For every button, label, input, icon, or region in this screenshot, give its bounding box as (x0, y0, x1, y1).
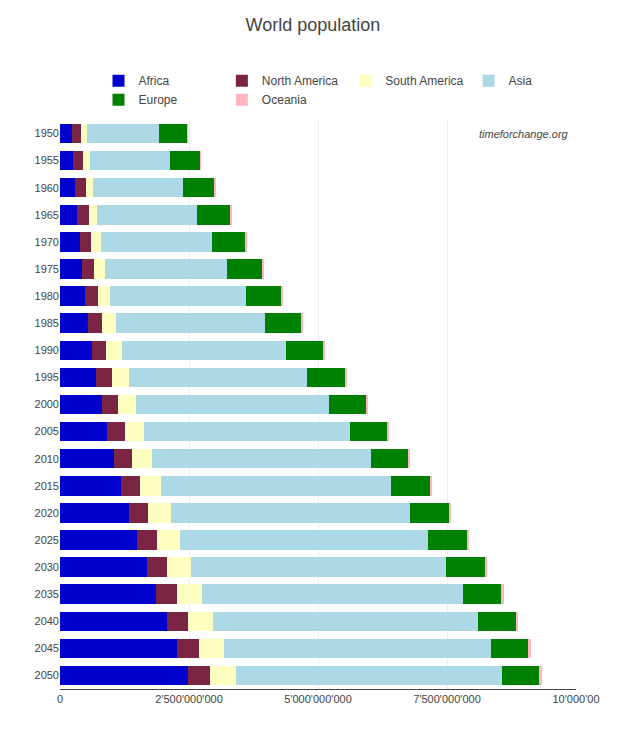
svg-text:2040: 2040 (35, 615, 59, 627)
svg-text:Europe: Europe (139, 93, 178, 107)
svg-text:5'000'000'000: 5'000'000'000 (284, 693, 351, 705)
svg-text:2'500'000'000: 2'500'000'000 (155, 693, 222, 705)
svg-text:1950: 1950 (35, 127, 59, 139)
svg-text:2015: 2015 (35, 480, 59, 492)
svg-text:2045: 2045 (35, 642, 59, 654)
svg-text:2025: 2025 (35, 534, 59, 546)
svg-text:2030: 2030 (35, 561, 59, 573)
svg-text:1960: 1960 (35, 182, 59, 194)
svg-text:1990: 1990 (35, 344, 59, 356)
svg-text:Oceania: Oceania (262, 93, 307, 107)
svg-text:0: 0 (57, 693, 63, 705)
svg-text:10'000'00: 10'000'00 (552, 693, 599, 705)
svg-text:South America: South America (385, 74, 463, 88)
svg-text:1955: 1955 (35, 154, 59, 166)
svg-text:1980: 1980 (35, 290, 59, 302)
svg-text:timeforchange.org: timeforchange.org (479, 128, 569, 140)
svg-text:1975: 1975 (35, 263, 59, 275)
svg-text:1995: 1995 (35, 371, 59, 383)
svg-text:7'500'000'000: 7'500'000'000 (413, 693, 480, 705)
svg-text:1985: 1985 (35, 317, 59, 329)
svg-text:2050: 2050 (35, 669, 59, 681)
svg-text:2000: 2000 (35, 398, 59, 410)
svg-text:2010: 2010 (35, 453, 59, 465)
svg-text:2020: 2020 (35, 507, 59, 519)
svg-text:1965: 1965 (35, 209, 59, 221)
svg-text:Asia: Asia (509, 74, 533, 88)
svg-text:North America: North America (262, 74, 338, 88)
svg-text:World population: World population (246, 15, 381, 35)
svg-text:2005: 2005 (35, 425, 59, 437)
svg-text:Africa: Africa (139, 74, 170, 88)
svg-text:1970: 1970 (35, 236, 59, 248)
svg-text:2035: 2035 (35, 588, 59, 600)
